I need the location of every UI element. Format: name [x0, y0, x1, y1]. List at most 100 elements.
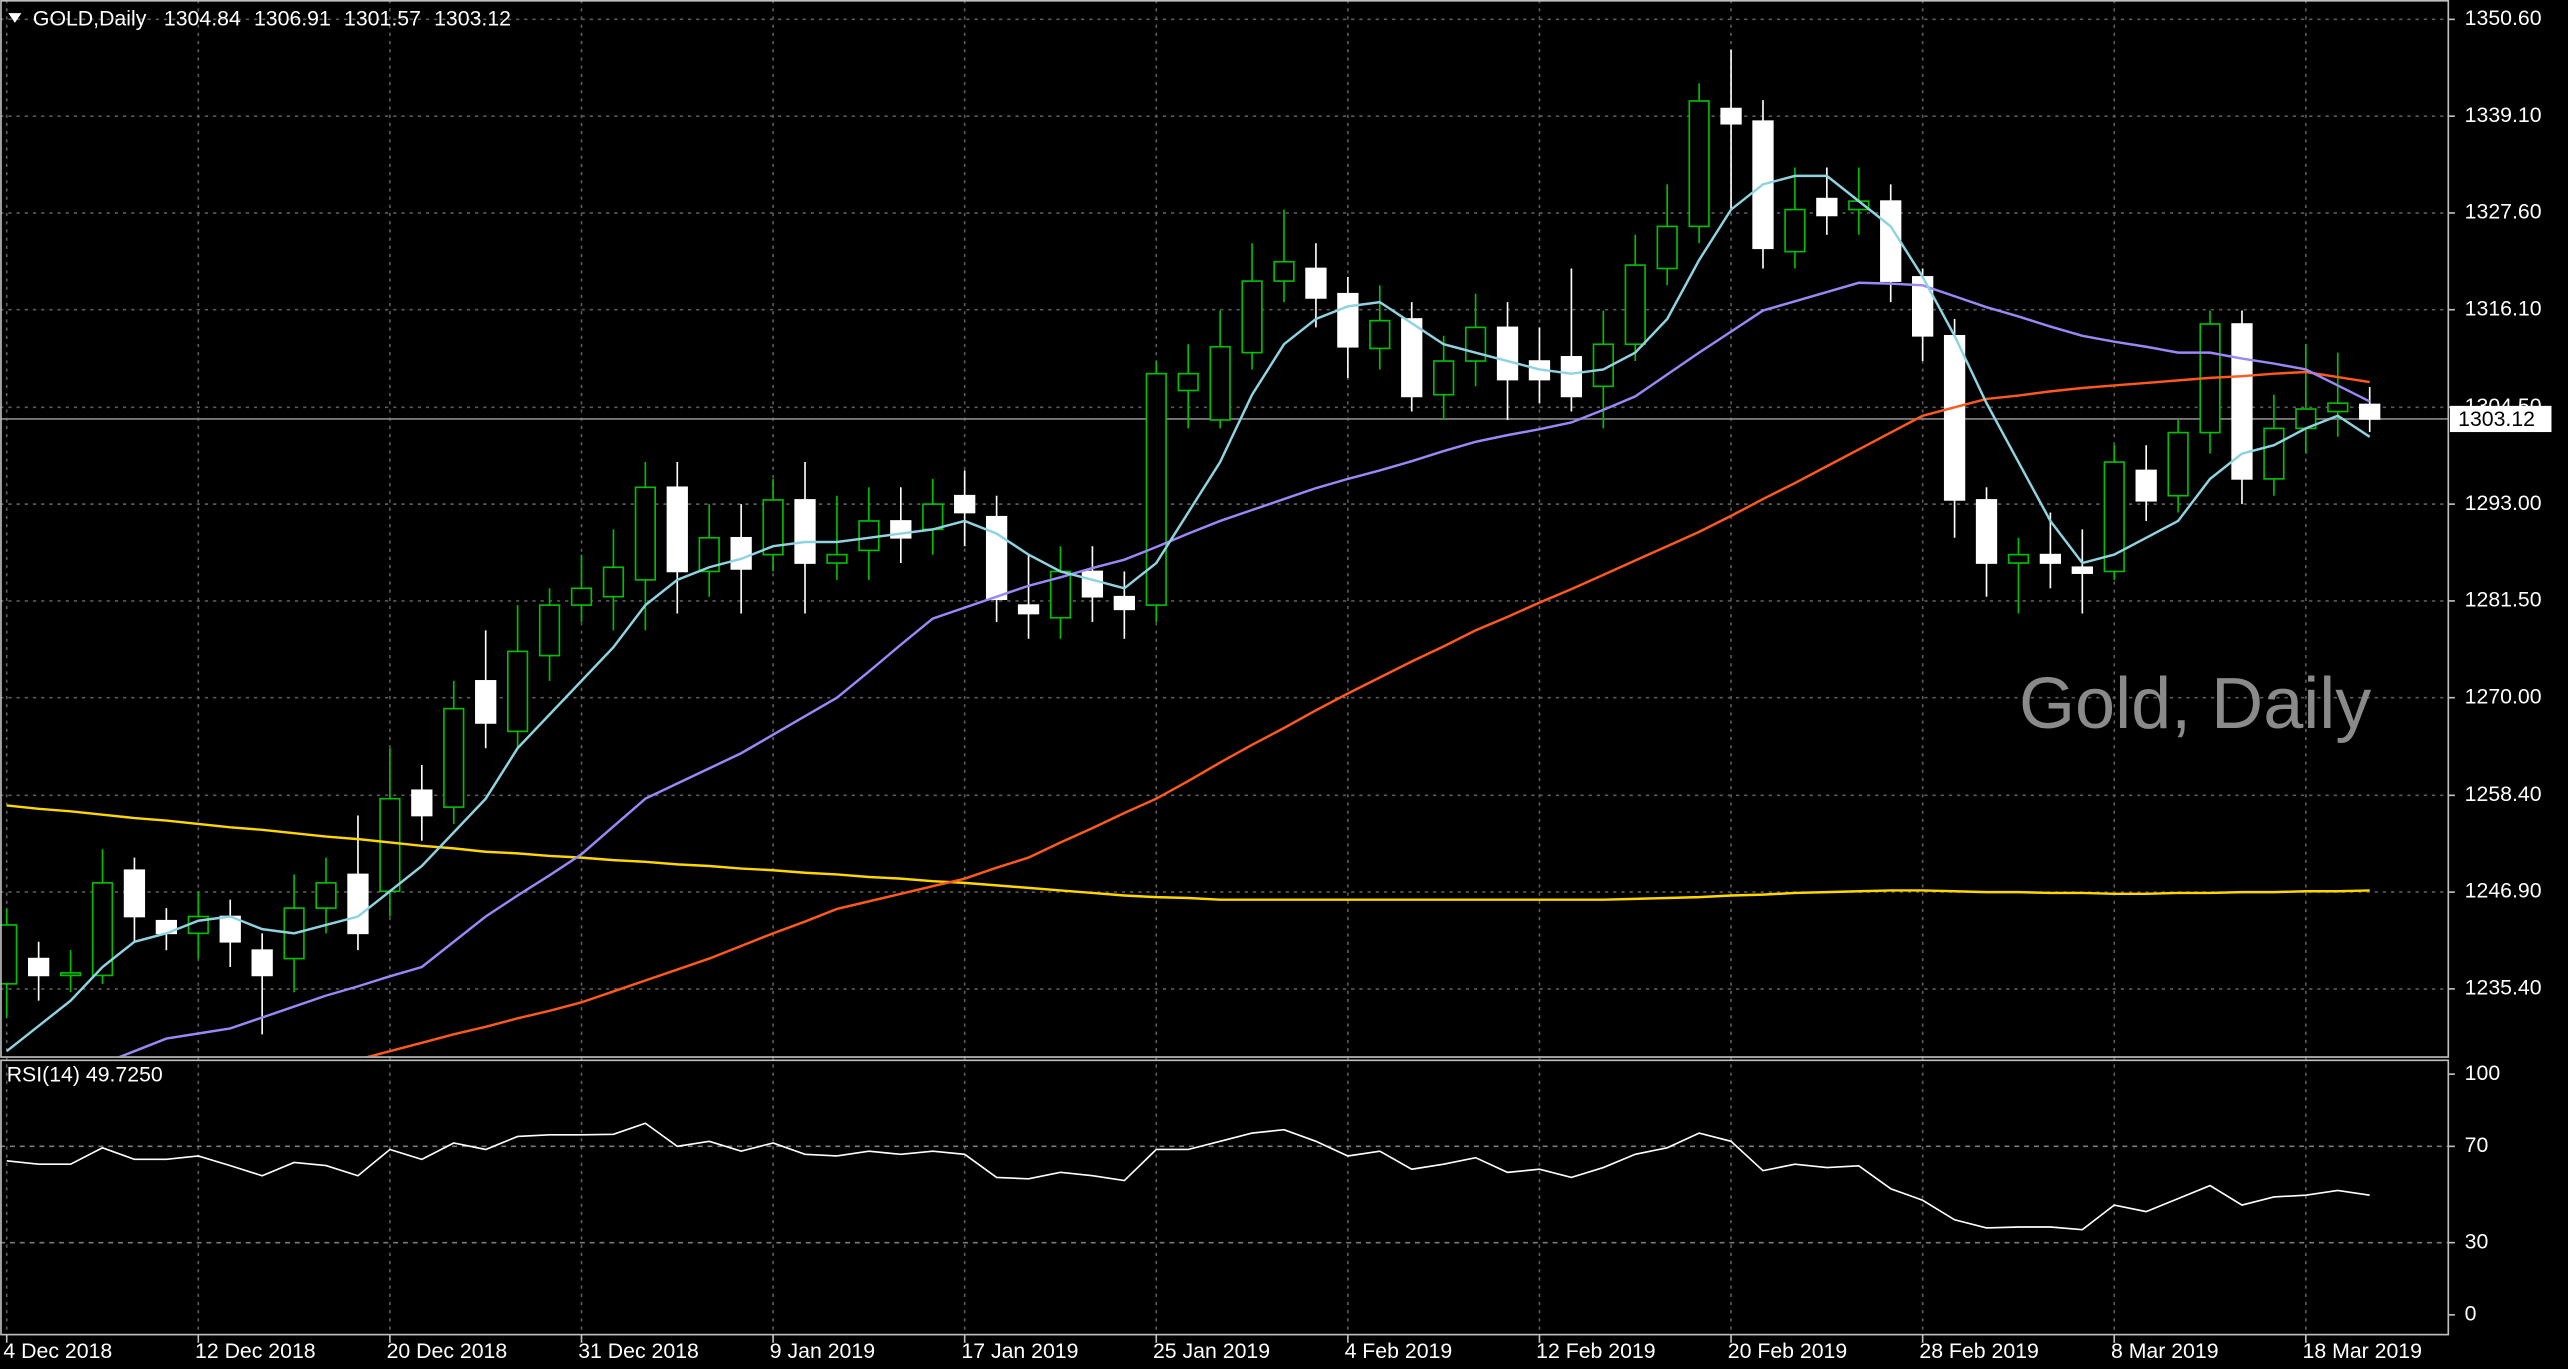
x-tick-label: 8 Mar 2019: [2111, 1339, 2219, 1363]
watermark: Gold, Daily: [2019, 664, 2371, 744]
candle-body: [1560, 356, 1583, 398]
candle-body: [1369, 319, 1391, 350]
candle-body: [2071, 566, 2093, 574]
candle-body: [1337, 292, 1359, 348]
ohlc-high: 1306.91: [254, 6, 331, 30]
candle-body: [1496, 326, 1519, 381]
x-tick-label: 25 Jan 2019: [1153, 1339, 1270, 1363]
x-tick-label: 28 Feb 2019: [1919, 1339, 2038, 1363]
candle-body: [1113, 595, 1135, 611]
y-tick-label: 1339.10: [2465, 103, 2542, 127]
x-tick-label: 17 Jan 2019: [961, 1339, 1078, 1363]
y-tick-label: 0: [2465, 1301, 2477, 1325]
candle-body: [506, 650, 529, 733]
candle-body: [954, 494, 976, 514]
candle-body: [1241, 280, 1263, 354]
y-tick-label: 70: [2465, 1133, 2489, 1157]
x-tick-label: 9 Jan 2019: [770, 1339, 875, 1363]
candle-body: [1273, 260, 1295, 282]
candle-body: [2327, 402, 2349, 413]
candle-body: [2167, 431, 2189, 497]
candle-body: [1943, 334, 1966, 501]
candle-body: [443, 707, 465, 808]
x-tick-label: 18 Mar 2019: [2303, 1339, 2422, 1363]
moving-average: [5, 174, 2371, 1053]
candle-body: [411, 789, 433, 817]
x-tick-label: 12 Feb 2019: [1536, 1339, 1655, 1363]
candle-body: [1784, 208, 1806, 253]
menu-arrow[interactable]: [8, 13, 22, 23]
candle-body: [1720, 107, 1742, 125]
price-box-label: 1303.12: [2458, 407, 2535, 431]
ohlc-low: 1301.57: [344, 6, 421, 30]
candle-body: [1401, 318, 1423, 398]
chart-title: GOLD,Daily: [33, 6, 147, 30]
candle-body: [315, 882, 337, 909]
candle-body: [1305, 267, 1327, 299]
rsi-frame: [0, 1059, 2450, 1336]
candle-body: [59, 972, 82, 977]
candle-body: [602, 566, 625, 598]
candle-body: [2359, 403, 2381, 420]
y-tick-label: 1293.00: [2465, 491, 2542, 515]
candle-body: [2039, 553, 2062, 564]
y-tick-label: 30: [2465, 1229, 2489, 1253]
moving-average: [6, 804, 2370, 901]
candle-body: [27, 957, 50, 977]
candle-body: [794, 499, 816, 564]
price-panel: [0, 49, 2381, 1057]
candle-body: [2103, 461, 2125, 573]
candle-body: [251, 949, 273, 977]
y-tick-label: 1316.10: [2465, 296, 2542, 320]
x-tick-label: 12 Dec 2018: [195, 1339, 316, 1363]
rsi-line: [6, 1122, 2370, 1231]
candle-body: [2135, 469, 2157, 502]
ohlc-close: 1303.12: [434, 6, 511, 30]
y-tick-label: 1281.50: [2465, 588, 2542, 612]
ohlc-open: 1304.84: [164, 6, 241, 30]
candle-body: [1624, 264, 1646, 346]
candle-body: [1975, 499, 1998, 564]
moving-average: [118, 281, 2371, 1057]
candle-body: [826, 553, 848, 564]
candle-body: [1816, 197, 1838, 217]
candle-body: [2231, 323, 2253, 480]
y-tick-label: 100: [2465, 1061, 2500, 1085]
moving-average: [365, 370, 2370, 1057]
y-tick-label: 1350.60: [2465, 6, 2542, 30]
candle-body: [1081, 570, 1104, 598]
x-tick-label: 4 Dec 2018: [3, 1339, 112, 1363]
candle-body: [1145, 372, 1167, 606]
price-frame: [0, 0, 2450, 1058]
candle-body: [1880, 200, 1902, 282]
x-tick-label: 20 Feb 2019: [1728, 1339, 1847, 1363]
candle-body: [2263, 427, 2285, 480]
candle-body: [0, 924, 18, 985]
candle-body: [1656, 225, 1678, 270]
candle-body: [347, 873, 369, 935]
x-tick-label: 4 Feb 2019: [1345, 1339, 1453, 1363]
candle-body: [1688, 100, 1710, 228]
y-tick-label: 1327.60: [2465, 200, 2542, 224]
candle-body: [634, 486, 656, 581]
rsi-panel: [6, 1122, 2370, 1231]
candle-body: [1209, 345, 1231, 421]
candle-body: [985, 515, 1008, 601]
candle-body: [570, 587, 593, 606]
price-box: [2449, 405, 2552, 433]
y-tick-label: 1258.40: [2465, 782, 2542, 806]
candle-body: [1017, 604, 1040, 615]
candle-body: [1464, 326, 1487, 362]
candle-body: [123, 869, 146, 918]
x-tick-label: 31 Dec 2018: [578, 1339, 699, 1363]
y-tick-label: 1270.00: [2465, 684, 2542, 708]
candle-body: [730, 536, 752, 570]
candle-body: [379, 797, 401, 893]
candle-body: [762, 499, 784, 556]
candle-body: [1177, 372, 1199, 392]
candle-body: [538, 604, 561, 657]
x-tick-label: 20 Dec 2018: [387, 1339, 508, 1363]
